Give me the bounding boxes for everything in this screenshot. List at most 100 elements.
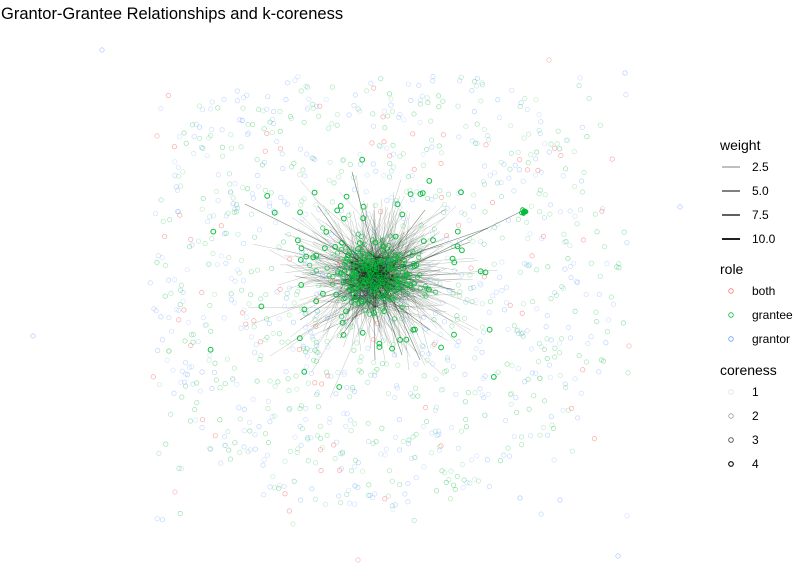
- node: [340, 273, 346, 279]
- edge: [405, 265, 431, 356]
- node: [349, 468, 355, 474]
- node: [277, 109, 283, 115]
- node: [375, 239, 381, 245]
- node: [430, 74, 436, 80]
- node: [329, 199, 335, 205]
- edge: [354, 295, 445, 377]
- node: [529, 370, 535, 376]
- node: [241, 406, 247, 412]
- node: [418, 222, 424, 228]
- node: [303, 416, 309, 422]
- node-core: [326, 273, 332, 279]
- node: [316, 113, 322, 119]
- node: [346, 500, 352, 506]
- node: [236, 405, 242, 411]
- node: [173, 184, 179, 190]
- node: [524, 219, 530, 225]
- node: [315, 258, 321, 264]
- node: [357, 152, 363, 158]
- node: [314, 103, 320, 109]
- node: [474, 141, 480, 147]
- node: [428, 118, 434, 124]
- node: [541, 346, 547, 352]
- node-core: [367, 284, 373, 290]
- edge: [374, 305, 443, 308]
- node-outlier: [352, 483, 358, 489]
- node: [352, 463, 358, 469]
- node: [241, 428, 247, 434]
- node: [462, 371, 468, 377]
- node: [258, 353, 264, 359]
- edge: [394, 260, 397, 267]
- node: [433, 376, 439, 382]
- node-core: [396, 265, 402, 272]
- node: [191, 134, 197, 140]
- node: [399, 316, 405, 322]
- node: [415, 251, 421, 257]
- node: [330, 254, 336, 260]
- node: [225, 429, 231, 435]
- node: [290, 346, 296, 352]
- node: [458, 272, 464, 278]
- node: [567, 208, 573, 214]
- node: [245, 449, 251, 455]
- node: [464, 480, 470, 486]
- node: [207, 352, 213, 358]
- node: [377, 327, 383, 333]
- node: [445, 191, 451, 197]
- node: [556, 146, 562, 152]
- node: [357, 291, 363, 297]
- role-key-grantor: [728, 336, 734, 342]
- node: [276, 485, 282, 491]
- node: [339, 451, 345, 457]
- node: [194, 400, 200, 406]
- node-hub: [346, 286, 353, 293]
- node: [520, 301, 526, 307]
- node: [276, 316, 282, 322]
- node: [438, 387, 444, 393]
- node: [324, 209, 330, 215]
- node-outlier: [30, 333, 36, 339]
- node: [408, 391, 414, 397]
- node: [550, 425, 556, 431]
- node: [598, 357, 604, 363]
- node: [518, 100, 524, 106]
- node: [610, 301, 616, 307]
- node: [212, 433, 218, 439]
- node-core: [397, 251, 403, 258]
- edge: [322, 271, 387, 288]
- node-core: [373, 266, 379, 272]
- node: [312, 380, 318, 386]
- node-core: [391, 292, 397, 298]
- edge: [343, 280, 409, 314]
- node: [482, 412, 488, 418]
- node: [245, 122, 251, 128]
- node: [479, 301, 485, 307]
- node: [370, 230, 376, 236]
- node: [252, 350, 258, 356]
- node: [228, 291, 234, 297]
- node: [237, 449, 243, 455]
- node: [162, 234, 168, 240]
- node: [188, 236, 194, 242]
- node: [568, 275, 574, 281]
- edge: [366, 241, 471, 281]
- node: [246, 130, 252, 136]
- node: [384, 361, 390, 367]
- node-core: [360, 257, 366, 263]
- node-core: [363, 308, 369, 314]
- edge: [317, 218, 376, 257]
- node: [198, 388, 204, 394]
- node: [513, 395, 519, 401]
- node: [232, 440, 238, 446]
- node: [536, 341, 542, 347]
- edge: [330, 279, 391, 342]
- node: [286, 388, 292, 394]
- node-hub: [454, 228, 461, 235]
- node: [389, 478, 395, 484]
- node: [401, 302, 407, 308]
- node: [347, 325, 353, 331]
- node: [450, 363, 456, 369]
- node: [597, 122, 603, 128]
- node: [336, 174, 342, 180]
